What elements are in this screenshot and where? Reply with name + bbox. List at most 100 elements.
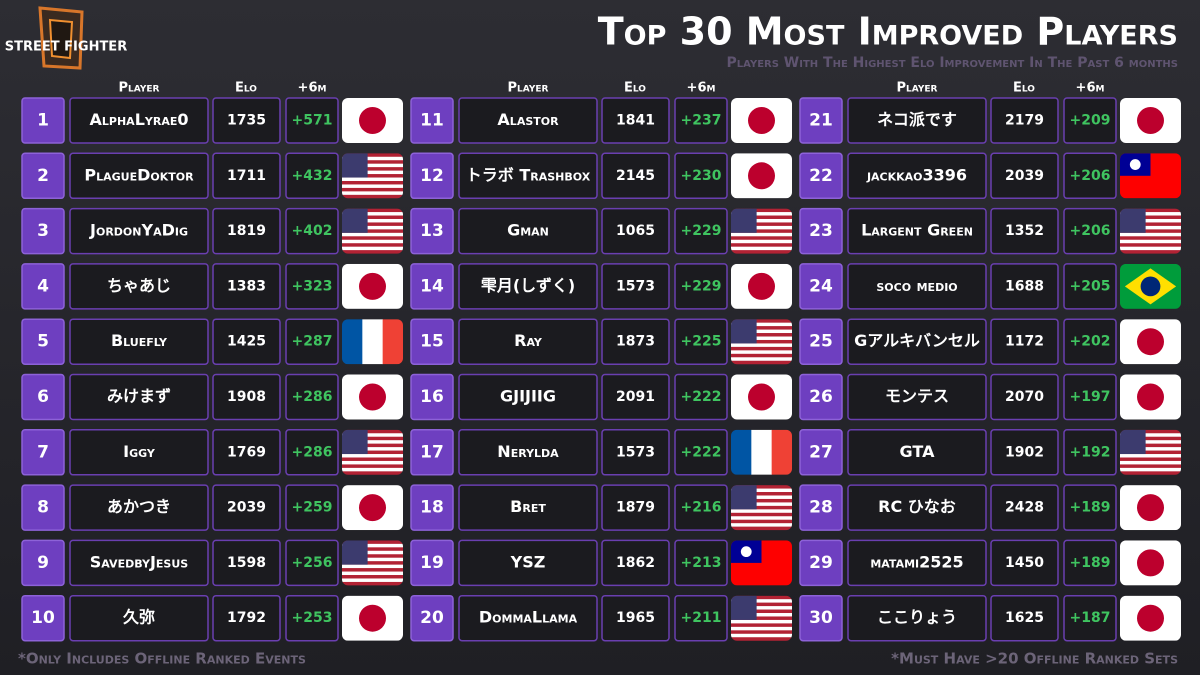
rank-cell bbox=[799, 318, 843, 365]
rank: 1 bbox=[37, 111, 49, 131]
rank: 24 bbox=[809, 276, 833, 296]
player-name: Bluefly bbox=[111, 331, 168, 350]
elo: 1450 bbox=[1005, 555, 1044, 571]
rank-cell bbox=[410, 429, 454, 476]
gain: +209 bbox=[1070, 113, 1111, 129]
player-cell bbox=[69, 539, 209, 587]
rank-cell bbox=[21, 263, 65, 310]
player-name: ネコ派です bbox=[877, 110, 957, 129]
rank: 21 bbox=[809, 111, 833, 131]
table-row: 4 ちゃあじ 1383 +323 bbox=[21, 263, 403, 310]
elo-cell bbox=[990, 318, 1059, 365]
rank-cell bbox=[410, 97, 454, 144]
player-name: ここりょう bbox=[877, 608, 957, 627]
gain: +187 bbox=[1070, 610, 1111, 626]
flag bbox=[342, 263, 403, 309]
elo: 1735 bbox=[227, 113, 266, 129]
player-cell bbox=[69, 484, 209, 531]
player-cell bbox=[69, 263, 209, 310]
flag bbox=[1120, 540, 1181, 586]
elo-cell bbox=[990, 539, 1059, 587]
player-cell bbox=[69, 373, 209, 421]
player-name: JordonYaDig bbox=[89, 221, 188, 240]
player-name: モンテス bbox=[885, 387, 949, 406]
player-name: jackkao3396 bbox=[866, 165, 967, 184]
player-name: みけまず bbox=[107, 387, 171, 406]
player-name: ちゃあじ bbox=[107, 276, 171, 295]
player-name: Largent Green bbox=[861, 221, 973, 240]
player-name: Gアルキバンセル bbox=[854, 331, 980, 350]
elo-cell bbox=[212, 207, 281, 255]
elo: 2091 bbox=[616, 389, 655, 405]
gain-cell bbox=[285, 539, 339, 587]
gain-cell bbox=[1063, 594, 1117, 642]
table-row: 10 久弥 1792 +253 bbox=[21, 594, 403, 642]
elo: 1908 bbox=[227, 389, 266, 405]
player-cell bbox=[458, 539, 598, 587]
gain-cell bbox=[674, 429, 728, 476]
rank-cell bbox=[799, 207, 843, 255]
gain: +402 bbox=[292, 223, 333, 239]
table-row: 9 SavedbyJesus 1598 +256 bbox=[21, 539, 403, 587]
rank-cell bbox=[21, 484, 65, 531]
gain: +189 bbox=[1070, 555, 1111, 571]
table-row: 18 Bret 1879 +216 bbox=[410, 484, 792, 531]
gain-cell bbox=[674, 263, 728, 310]
player-cell bbox=[458, 594, 598, 642]
table-row: 7 Iggy 1769 +286 bbox=[21, 429, 403, 476]
table-row: 20 DommaLlama 1965 +211 bbox=[410, 594, 792, 642]
rank: 8 bbox=[37, 498, 49, 518]
rank: 23 bbox=[809, 221, 833, 241]
flag bbox=[342, 485, 403, 531]
rank-cell bbox=[799, 373, 843, 421]
player-cell bbox=[458, 97, 598, 144]
player-cell bbox=[847, 484, 987, 531]
elo: 2179 bbox=[1005, 113, 1044, 129]
title: Top 30 Most Improved Players bbox=[598, 10, 1178, 54]
player-cell bbox=[69, 594, 209, 642]
elo-cell bbox=[990, 207, 1059, 255]
player-cell bbox=[458, 263, 598, 310]
player-cell bbox=[69, 152, 209, 200]
elo-cell bbox=[601, 539, 670, 587]
elo: 2039 bbox=[1005, 168, 1044, 184]
table-row: 17 Nerylda 1573 +222 bbox=[410, 429, 792, 476]
elo-cell bbox=[601, 207, 670, 255]
elo-cell bbox=[601, 594, 670, 642]
gain-cell bbox=[1063, 429, 1117, 476]
flag bbox=[731, 98, 792, 143]
table-row: 21 ネコ派です 2179 +209 bbox=[799, 97, 1181, 144]
player-name: 雫月(しずく) bbox=[481, 276, 575, 295]
player-name: GTA bbox=[900, 442, 936, 461]
gain-cell bbox=[1063, 484, 1117, 531]
player-name: Iggy bbox=[123, 442, 156, 461]
rank: 12 bbox=[420, 166, 444, 186]
column-header: Elo bbox=[235, 81, 257, 96]
elo: 1573 bbox=[616, 444, 655, 460]
table-row: 23 Largent Green 1352 +206 bbox=[799, 207, 1181, 255]
flag bbox=[1120, 319, 1181, 365]
player-cell bbox=[458, 373, 598, 421]
gain: +211 bbox=[681, 610, 722, 626]
player-name: トラボ Trashbox bbox=[466, 165, 591, 184]
player-cell bbox=[458, 484, 598, 531]
gain: +237 bbox=[681, 113, 722, 129]
gain-cell bbox=[1063, 539, 1117, 587]
rank: 25 bbox=[809, 332, 833, 352]
elo: 1425 bbox=[227, 334, 266, 350]
flag bbox=[731, 263, 792, 309]
elo: 1352 bbox=[1005, 223, 1044, 239]
elo: 2039 bbox=[227, 500, 266, 516]
gain: +286 bbox=[292, 389, 333, 405]
elo: 1819 bbox=[227, 223, 266, 239]
player-cell bbox=[847, 373, 987, 421]
elo-cell bbox=[212, 97, 281, 144]
rank: 11 bbox=[420, 111, 444, 131]
player-cell bbox=[458, 152, 598, 200]
rank: 27 bbox=[809, 442, 833, 462]
gain: +259 bbox=[292, 500, 333, 516]
gain: +323 bbox=[292, 278, 333, 294]
rank: 22 bbox=[809, 166, 833, 186]
